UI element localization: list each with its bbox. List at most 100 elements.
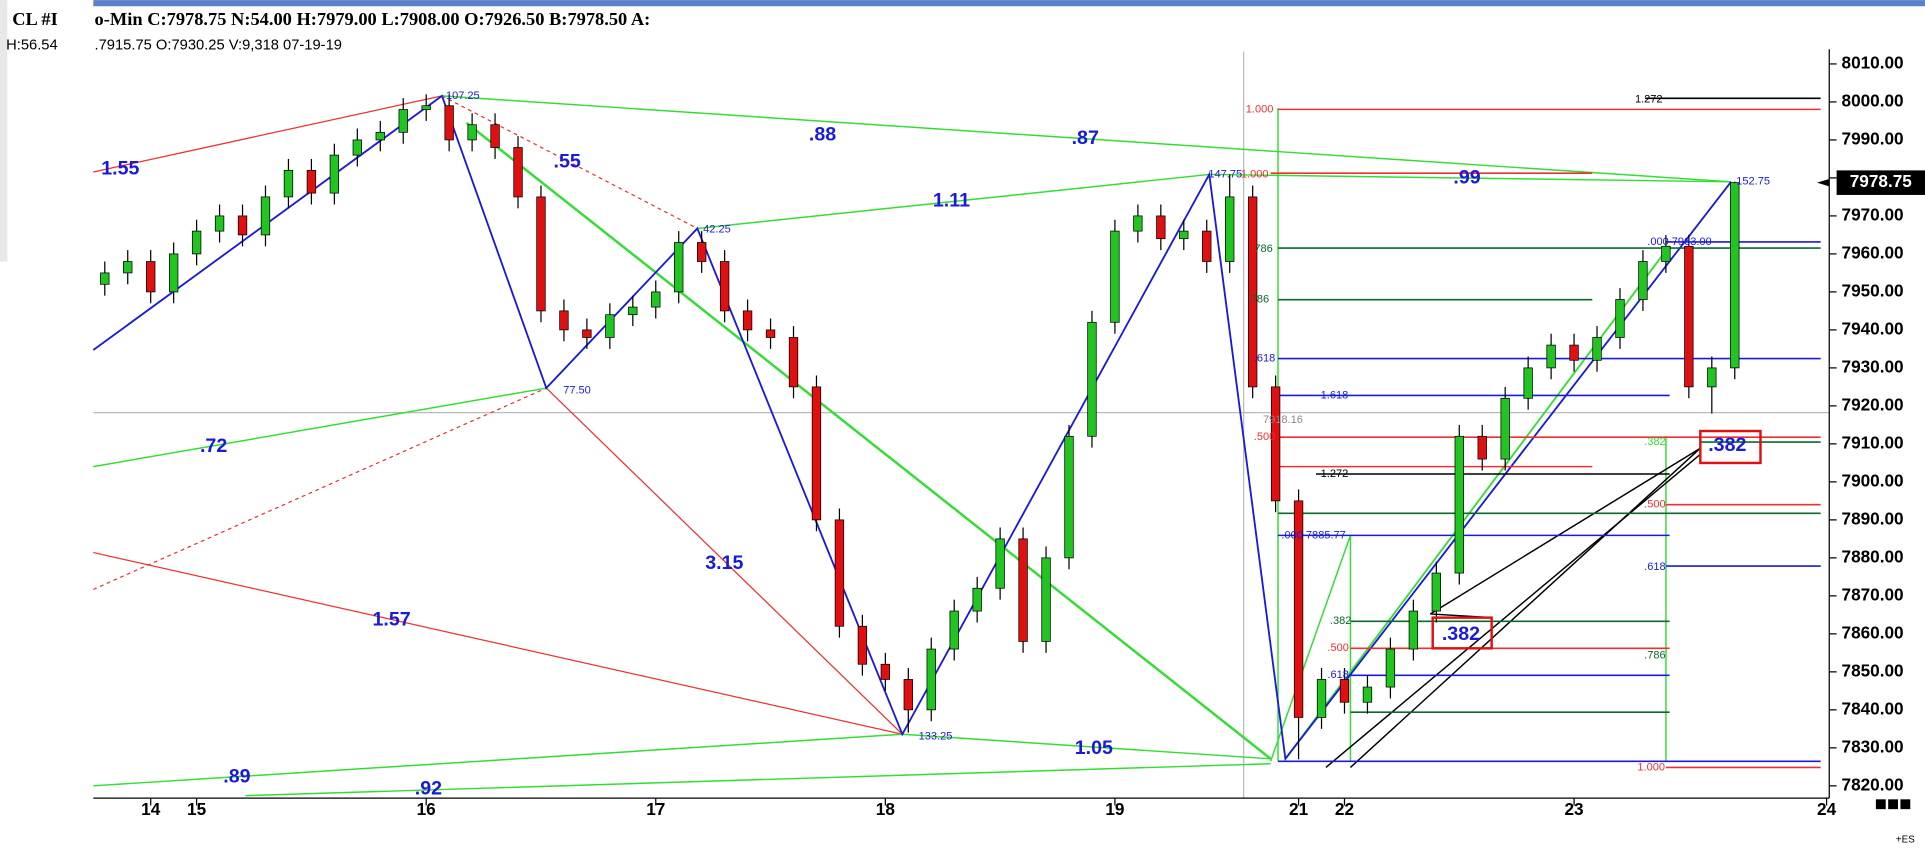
candle-body <box>398 109 408 133</box>
y-tick-label: 7880.00 <box>1842 546 1904 566</box>
level-label: .500 <box>1644 499 1665 511</box>
axes: 7820.00 7830.00 7840.00 7850.00 7860.00 7870.… <box>141 52 1925 819</box>
drawing-line <box>1209 173 1732 183</box>
drawing-tools <box>92 51 1830 848</box>
candle-body <box>237 215 248 236</box>
level-label: .000 7963.00 <box>1647 236 1711 248</box>
y-tick-label: 7840.00 <box>1842 698 1904 718</box>
y-tick-label: 7830.00 <box>1842 736 1904 756</box>
drawing-line <box>93 387 547 590</box>
x-tick-label: 17 <box>646 799 665 819</box>
candle-body <box>605 314 615 338</box>
candle-body <box>214 215 225 232</box>
level-label: .382 <box>1330 615 1351 627</box>
y-tick-label: 7820.00 <box>1842 774 1904 794</box>
candle-body <box>1546 344 1556 369</box>
y-tick-label: 7940.00 <box>1842 318 1904 338</box>
level-label: 42.25 <box>703 224 731 236</box>
x-tick-label: 21 <box>1289 799 1309 819</box>
ratio-label: .382 <box>1442 623 1480 645</box>
price-axis <box>1829 49 1925 801</box>
level-label: .618 <box>1254 353 1275 365</box>
candle-body <box>1339 679 1350 703</box>
level-label: 147.75 <box>1208 168 1242 180</box>
candle-body <box>1454 435 1464 574</box>
top-strip <box>93 0 1925 7</box>
ratio-label: 1.57 <box>373 608 411 630</box>
level-label: .382 <box>1644 436 1665 448</box>
ratio-label: 1.55 <box>101 158 139 180</box>
candle-body <box>1431 572 1441 612</box>
y-tick-label: 8010.00 <box>1842 52 1904 72</box>
x-tick-label: 22 <box>1335 799 1354 819</box>
candle-body <box>352 139 362 156</box>
candle-body <box>1661 245 1671 262</box>
ratio-label: .99 <box>1453 166 1480 188</box>
drawing-line <box>1325 453 1701 768</box>
candle-body <box>1202 230 1212 262</box>
candle-body <box>1247 196 1258 388</box>
candle-body <box>1615 299 1625 338</box>
time-axis <box>93 798 1830 851</box>
candle-body <box>1408 610 1419 650</box>
level-label: .786 <box>1644 650 1665 662</box>
candle-body <box>834 519 845 627</box>
level-label: 152.75 <box>1736 176 1770 188</box>
candle-body <box>674 242 684 293</box>
icon <box>1888 799 1898 810</box>
drawing-line <box>245 762 1271 797</box>
y-tick-label: 7970.00 <box>1842 204 1904 224</box>
candle-body <box>1316 679 1327 718</box>
candle-body <box>1592 337 1602 361</box>
candle-body <box>949 610 959 650</box>
x-tick-label: 24 <box>1817 799 1837 819</box>
y-tick-label: 7890.00 <box>1842 508 1904 528</box>
candle-body <box>421 105 431 110</box>
x-tick-label: 23 <box>1565 799 1584 819</box>
y-tick-label: 7860.00 <box>1842 622 1904 642</box>
candle-body <box>283 169 294 198</box>
candle-body <box>536 196 546 312</box>
candle-body <box>123 261 133 274</box>
ratio-label: 1.05 <box>1075 737 1113 759</box>
quote: o-Min C:7978.75 N:54.00 H:7979.00 L:7908… <box>95 9 651 29</box>
level-label: 1.000 <box>1246 103 1274 115</box>
candle-body <box>306 169 317 194</box>
ratio-label: .87 <box>1072 127 1099 149</box>
candle-body <box>1569 344 1579 361</box>
ratio-label: .382 <box>1708 434 1746 456</box>
candle-body <box>168 253 179 293</box>
y-tick-label: 7910.00 <box>1842 432 1904 452</box>
drawing-line <box>1349 447 1701 768</box>
ratio-label: .89 <box>223 765 250 787</box>
candle-body <box>926 648 936 711</box>
candle-body <box>1133 215 1143 232</box>
ratio-label: .55 <box>554 150 581 172</box>
candle-body <box>1110 230 1120 323</box>
drawing-line <box>93 551 903 735</box>
highlight-box <box>1699 429 1762 465</box>
candle-body <box>1179 230 1189 240</box>
candle-body <box>1638 261 1648 300</box>
candle-body <box>1064 435 1074 559</box>
candle-body <box>559 310 569 331</box>
candle-body <box>1500 397 1510 460</box>
x-tick-label: 16 <box>417 799 436 819</box>
candle-body <box>1477 435 1487 460</box>
level-label: .786 <box>1248 294 1269 306</box>
y-tick-label: 7960.00 <box>1842 242 1904 262</box>
level-label: 1.000 <box>1637 761 1665 773</box>
left-sub: H:56.54 <box>6 37 58 53</box>
ratio-label: 3.15 <box>705 552 743 574</box>
candle-body <box>260 196 271 236</box>
candle-body <box>513 147 523 198</box>
candle-body <box>972 587 982 612</box>
drawing-line <box>465 121 1272 760</box>
y-tick-label: 7850.00 <box>1842 660 1904 680</box>
candle-body <box>742 310 753 331</box>
y-tick-label: 7870.00 <box>1842 584 1904 604</box>
candle-body <box>1730 182 1740 369</box>
candle-body <box>765 329 776 338</box>
level-label: .618 <box>1644 561 1665 573</box>
